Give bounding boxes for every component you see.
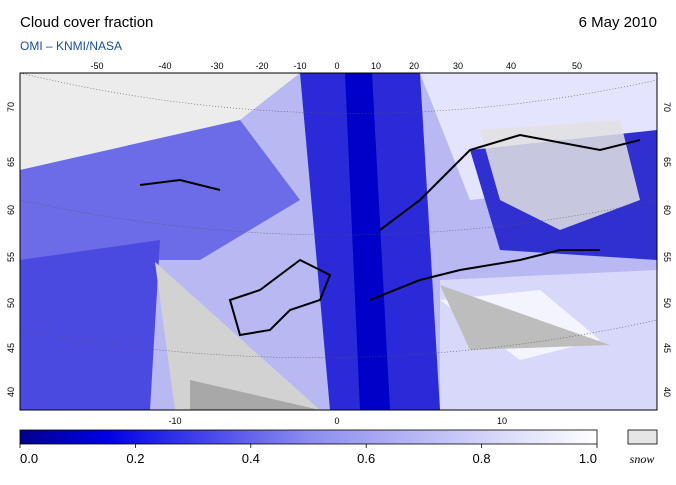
lon-label: -40 — [158, 61, 171, 71]
lon-label: -10 — [168, 416, 181, 426]
colorbar-tick-label: 1.0 — [579, 451, 597, 466]
lon-label: 20 — [409, 61, 419, 71]
lat-label: 65 — [6, 157, 16, 167]
lon-label: -10 — [293, 61, 306, 71]
lon-label: 40 — [506, 61, 516, 71]
map — [20, 73, 657, 410]
lon-label: 0 — [334, 416, 339, 426]
lat-label: 60 — [6, 205, 16, 215]
lat-label: 50 — [662, 298, 672, 308]
lon-label: -20 — [255, 61, 268, 71]
colorbar-tick-label: 0.4 — [242, 451, 260, 466]
lat-label: 45 — [662, 343, 672, 353]
lat-label: 55 — [662, 252, 672, 262]
snow-swatch — [627, 429, 658, 445]
lon-label: -50 — [90, 61, 103, 71]
lat-label: 50 — [6, 298, 16, 308]
lon-label: 10 — [497, 416, 507, 426]
title: Cloud cover fraction — [20, 14, 153, 31]
colorbar-tick-label: 0.2 — [126, 451, 144, 466]
subtitle: OMI – KNMI/NASA — [20, 39, 122, 53]
lon-label: 10 — [371, 61, 381, 71]
date: 6 May 2010 — [579, 14, 657, 31]
lat-label: 40 — [6, 387, 16, 397]
lon-label: 30 — [453, 61, 463, 71]
lat-label: 70 — [6, 102, 16, 112]
lon-label: -30 — [210, 61, 223, 71]
lat-label: 70 — [662, 102, 672, 112]
colorbar-tick-label: 0.0 — [20, 451, 38, 466]
colorbar-tick-label: 0.6 — [357, 451, 375, 466]
map-frame — [19, 72, 658, 411]
lat-label: 45 — [6, 343, 16, 353]
lat-label: 55 — [6, 252, 16, 262]
colorbar — [19, 429, 598, 445]
lon-label: 50 — [572, 61, 582, 71]
snow-label: snow — [630, 452, 655, 466]
lon-label: 0 — [334, 61, 339, 71]
lat-label: 40 — [662, 387, 672, 397]
lat-label: 60 — [662, 205, 672, 215]
lat-label: 65 — [662, 157, 672, 167]
colorbar-tick-label: 0.8 — [473, 451, 491, 466]
